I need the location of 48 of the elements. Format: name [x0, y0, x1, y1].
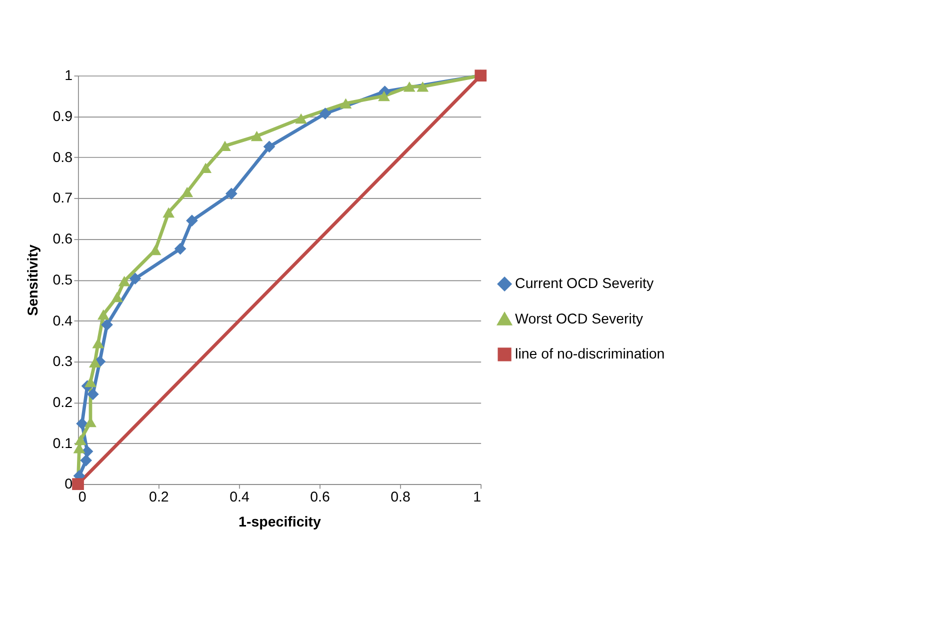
y-axis-title: Sensitivity — [26, 244, 42, 316]
point — [86, 388, 99, 400]
point — [186, 214, 198, 227]
point — [319, 108, 332, 120]
x-tick-label: 0.8 — [390, 489, 411, 506]
legend-label: Worst OCD Severity — [515, 311, 644, 328]
y-tick-label: 0.9 — [52, 109, 73, 126]
point — [403, 81, 416, 92]
x-axis-title: 1-specificity — [238, 514, 322, 530]
y-tick-label: 0.5 — [52, 272, 73, 288]
point — [97, 309, 110, 320]
x-tick-label: 0.6 — [310, 489, 330, 506]
x-tick-label: 0.4 — [230, 489, 250, 506]
y-tick-label: 1 — [64, 68, 73, 84]
y-tick-label: 0.3 — [52, 354, 73, 370]
y-tick-label: 0.1 — [52, 436, 73, 452]
point — [118, 276, 130, 286]
point — [129, 272, 142, 285]
point — [263, 140, 276, 153]
x-tick-label: 1 — [473, 489, 482, 506]
point — [80, 454, 92, 466]
point — [101, 318, 113, 331]
y-tick-label: 0.8 — [52, 150, 73, 166]
legend-label: Current OCD Severity — [515, 276, 654, 292]
point — [200, 162, 212, 174]
point — [111, 292, 123, 302]
legend-label: line of no-discrimination — [515, 346, 665, 363]
point — [416, 81, 429, 92]
x-tick-label: 0.2 — [149, 489, 169, 506]
point — [92, 338, 104, 348]
y-tick-label: 0.7 — [52, 190, 73, 207]
x-tick-label: 0 — [78, 489, 86, 506]
point — [340, 98, 352, 108]
point — [74, 434, 86, 446]
point — [378, 90, 390, 102]
y-tick-label: 0.6 — [52, 232, 73, 248]
y-tick-label: 0.4 — [52, 313, 73, 330]
point — [225, 188, 238, 200]
y-tick-label: 0 — [64, 476, 73, 493]
point — [162, 207, 175, 218]
point — [181, 186, 194, 198]
point — [250, 130, 263, 142]
point — [84, 376, 96, 388]
point — [174, 242, 186, 255]
y-tick-label: 0.2 — [52, 395, 73, 412]
point — [219, 140, 231, 151]
point — [295, 113, 307, 124]
point — [76, 418, 88, 430]
